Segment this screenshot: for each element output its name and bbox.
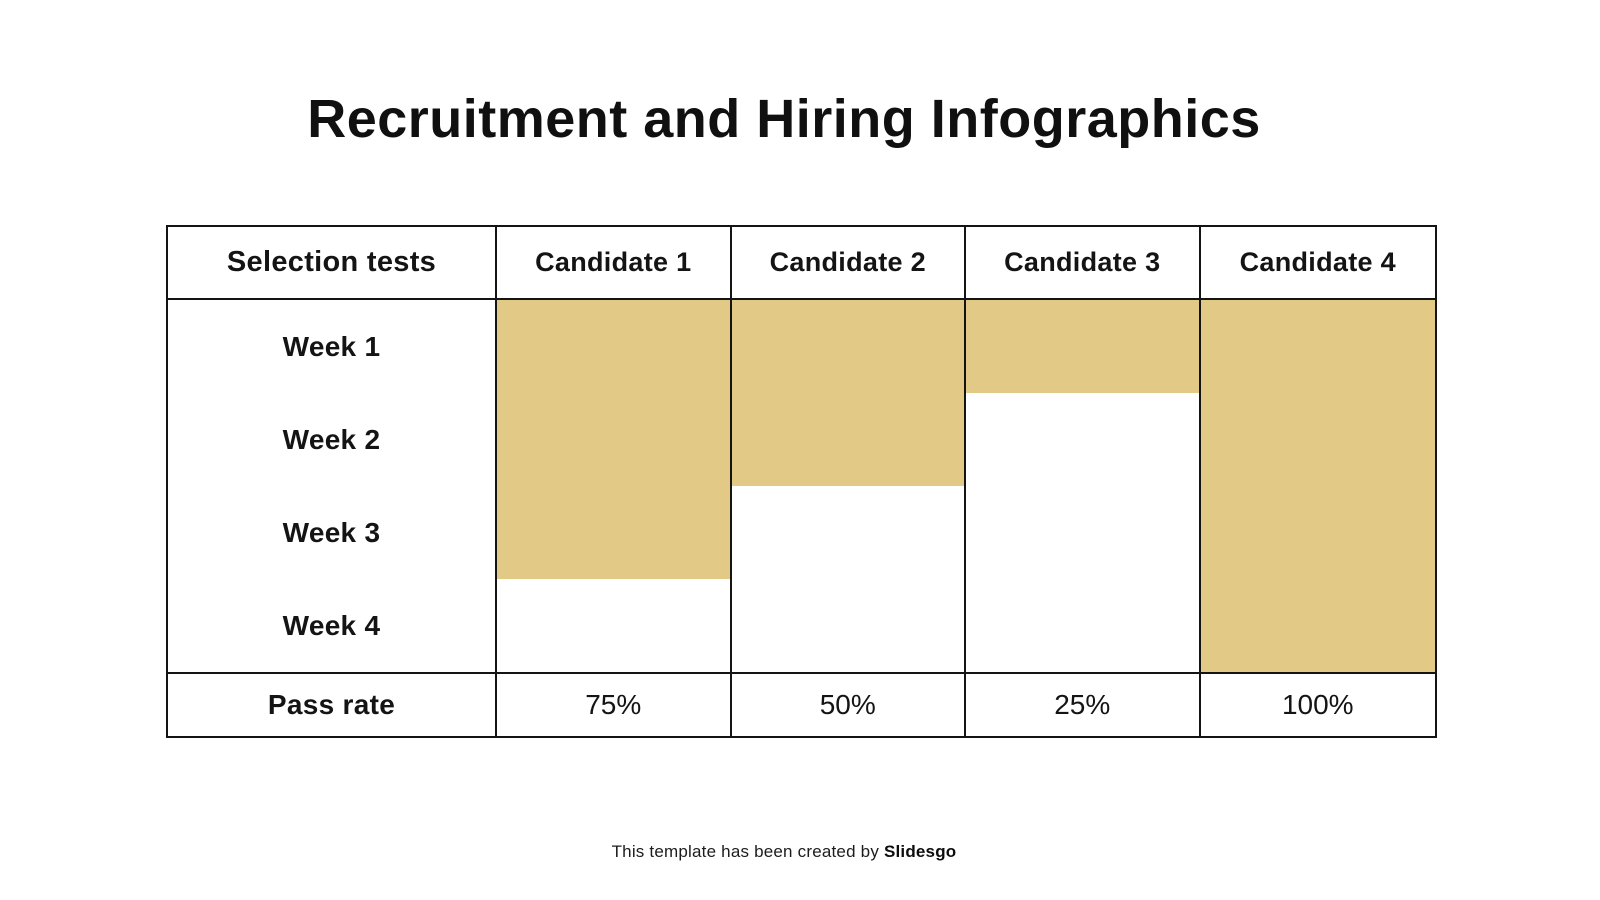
column-header-candidate-2: Candidate 2 — [731, 227, 966, 300]
pass-rate-candidate-3: 25% — [966, 674, 1201, 736]
slide-title: Recruitment and Hiring Infographics — [307, 89, 1261, 149]
progress-bar-candidate-4 — [1200, 300, 1435, 672]
footer-credit-text: This template has been created by — [611, 842, 884, 861]
progress-bar-candidate-1 — [497, 300, 730, 579]
column-header-selection-tests: Selection tests — [168, 227, 497, 300]
week-labels-column: Week 1 Week 2 Week 3 Week 4 — [168, 300, 497, 674]
pass-rate-candidate-2: 50% — [732, 674, 966, 736]
column-header-candidate-4: Candidate 4 — [1200, 227, 1435, 300]
column-header-candidate-3: Candidate 3 — [966, 227, 1201, 300]
recruitment-table: Selection tests Candidate 1 Candidate 2 … — [166, 225, 1437, 738]
pass-rate-candidate-1: 75% — [497, 674, 732, 736]
progress-cell-candidate-1 — [497, 300, 732, 674]
week-label-4: Week 4 — [282, 609, 381, 641]
pass-rate-label: Pass rate — [168, 674, 497, 736]
progress-cell-candidate-3 — [966, 300, 1201, 674]
footer-credit: This template has been created by Slides… — [0, 842, 1568, 862]
week-label-2: Week 2 — [282, 423, 381, 455]
progress-bar-candidate-3 — [966, 300, 1199, 393]
week-label-1: Week 1 — [282, 330, 381, 362]
progress-bar-candidate-2 — [731, 300, 964, 486]
pass-rate-candidate-4: 100% — [1281, 689, 1354, 720]
footer-brand-name: Slidesgo — [883, 842, 957, 861]
column-header-candidate-1: Candidate 1 — [497, 227, 732, 300]
progress-cell-candidate-4 — [1200, 300, 1435, 674]
week-label-3: Week 3 — [282, 516, 381, 548]
progress-cell-candidate-2 — [731, 300, 966, 674]
